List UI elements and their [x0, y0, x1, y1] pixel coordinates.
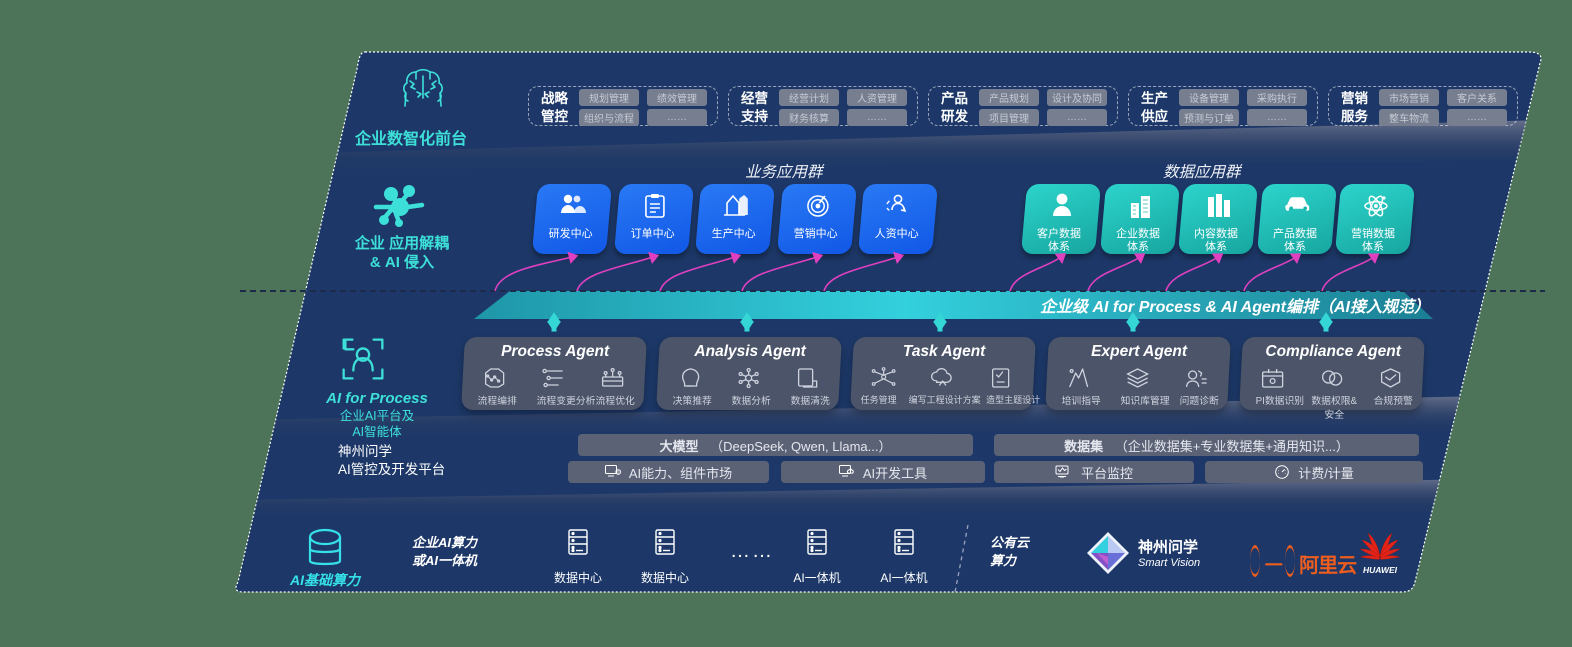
svg-text:HUAWEI: HUAWEI [1363, 565, 1398, 575]
